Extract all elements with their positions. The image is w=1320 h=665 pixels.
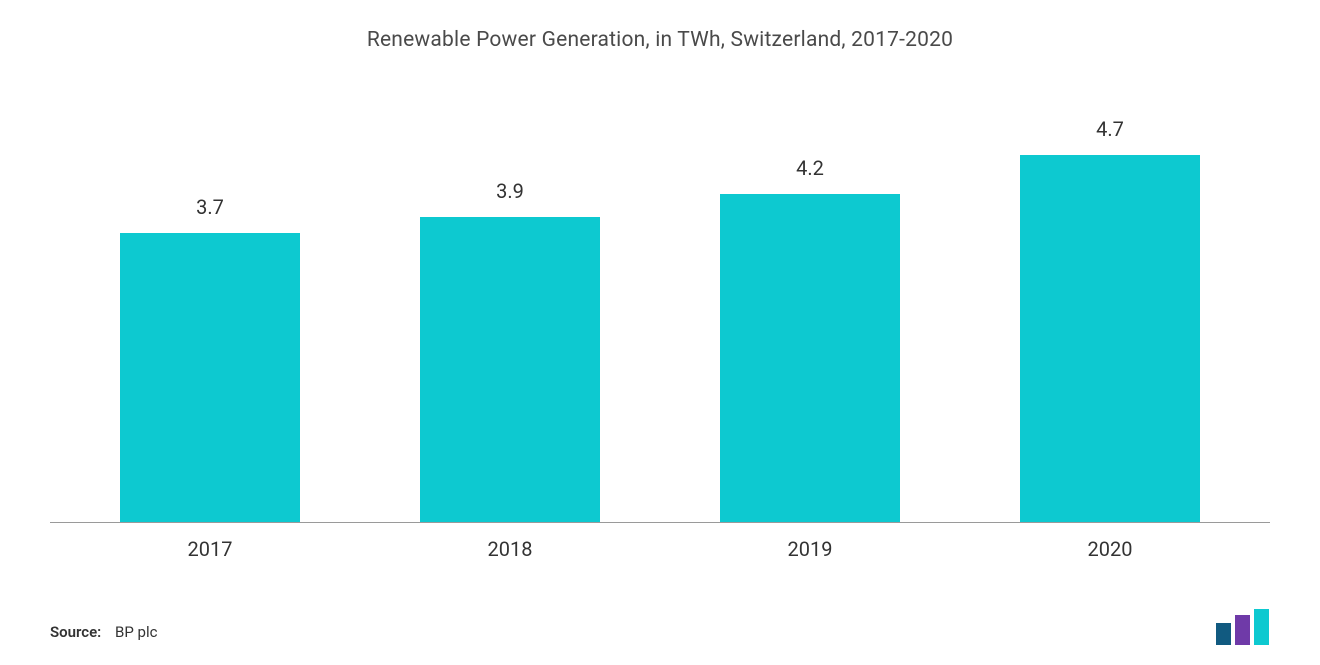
bar-value-label: 3.7 [196,195,224,219]
source-value: BP plc [115,623,157,641]
chart-title: Renewable Power Generation, in TWh, Swit… [50,28,1270,52]
bar [720,194,900,522]
source-footer: Source: BP plc [50,623,157,641]
chart-plot-area: 3.7 3.9 4.2 4.7 [50,92,1270,522]
bar-value-label: 3.9 [496,179,524,203]
bar-value-label: 4.2 [796,156,824,180]
bar-group: 4.2 [678,156,942,522]
bar-group: 3.9 [378,179,642,522]
bar [120,233,300,522]
x-tick-label: 2019 [678,537,942,561]
brand-logo-icon [1216,609,1274,645]
x-tick-label: 2020 [978,537,1242,561]
bar [1020,155,1200,522]
bar-group: 3.7 [78,195,342,522]
bar [420,217,600,522]
x-axis-labels: 2017 2018 2019 2020 [50,523,1270,561]
bar-group: 4.7 [978,117,1242,522]
x-tick-label: 2017 [78,537,342,561]
bar-value-label: 4.7 [1096,117,1124,141]
source-label: Source: [50,623,101,641]
x-tick-label: 2018 [378,537,642,561]
